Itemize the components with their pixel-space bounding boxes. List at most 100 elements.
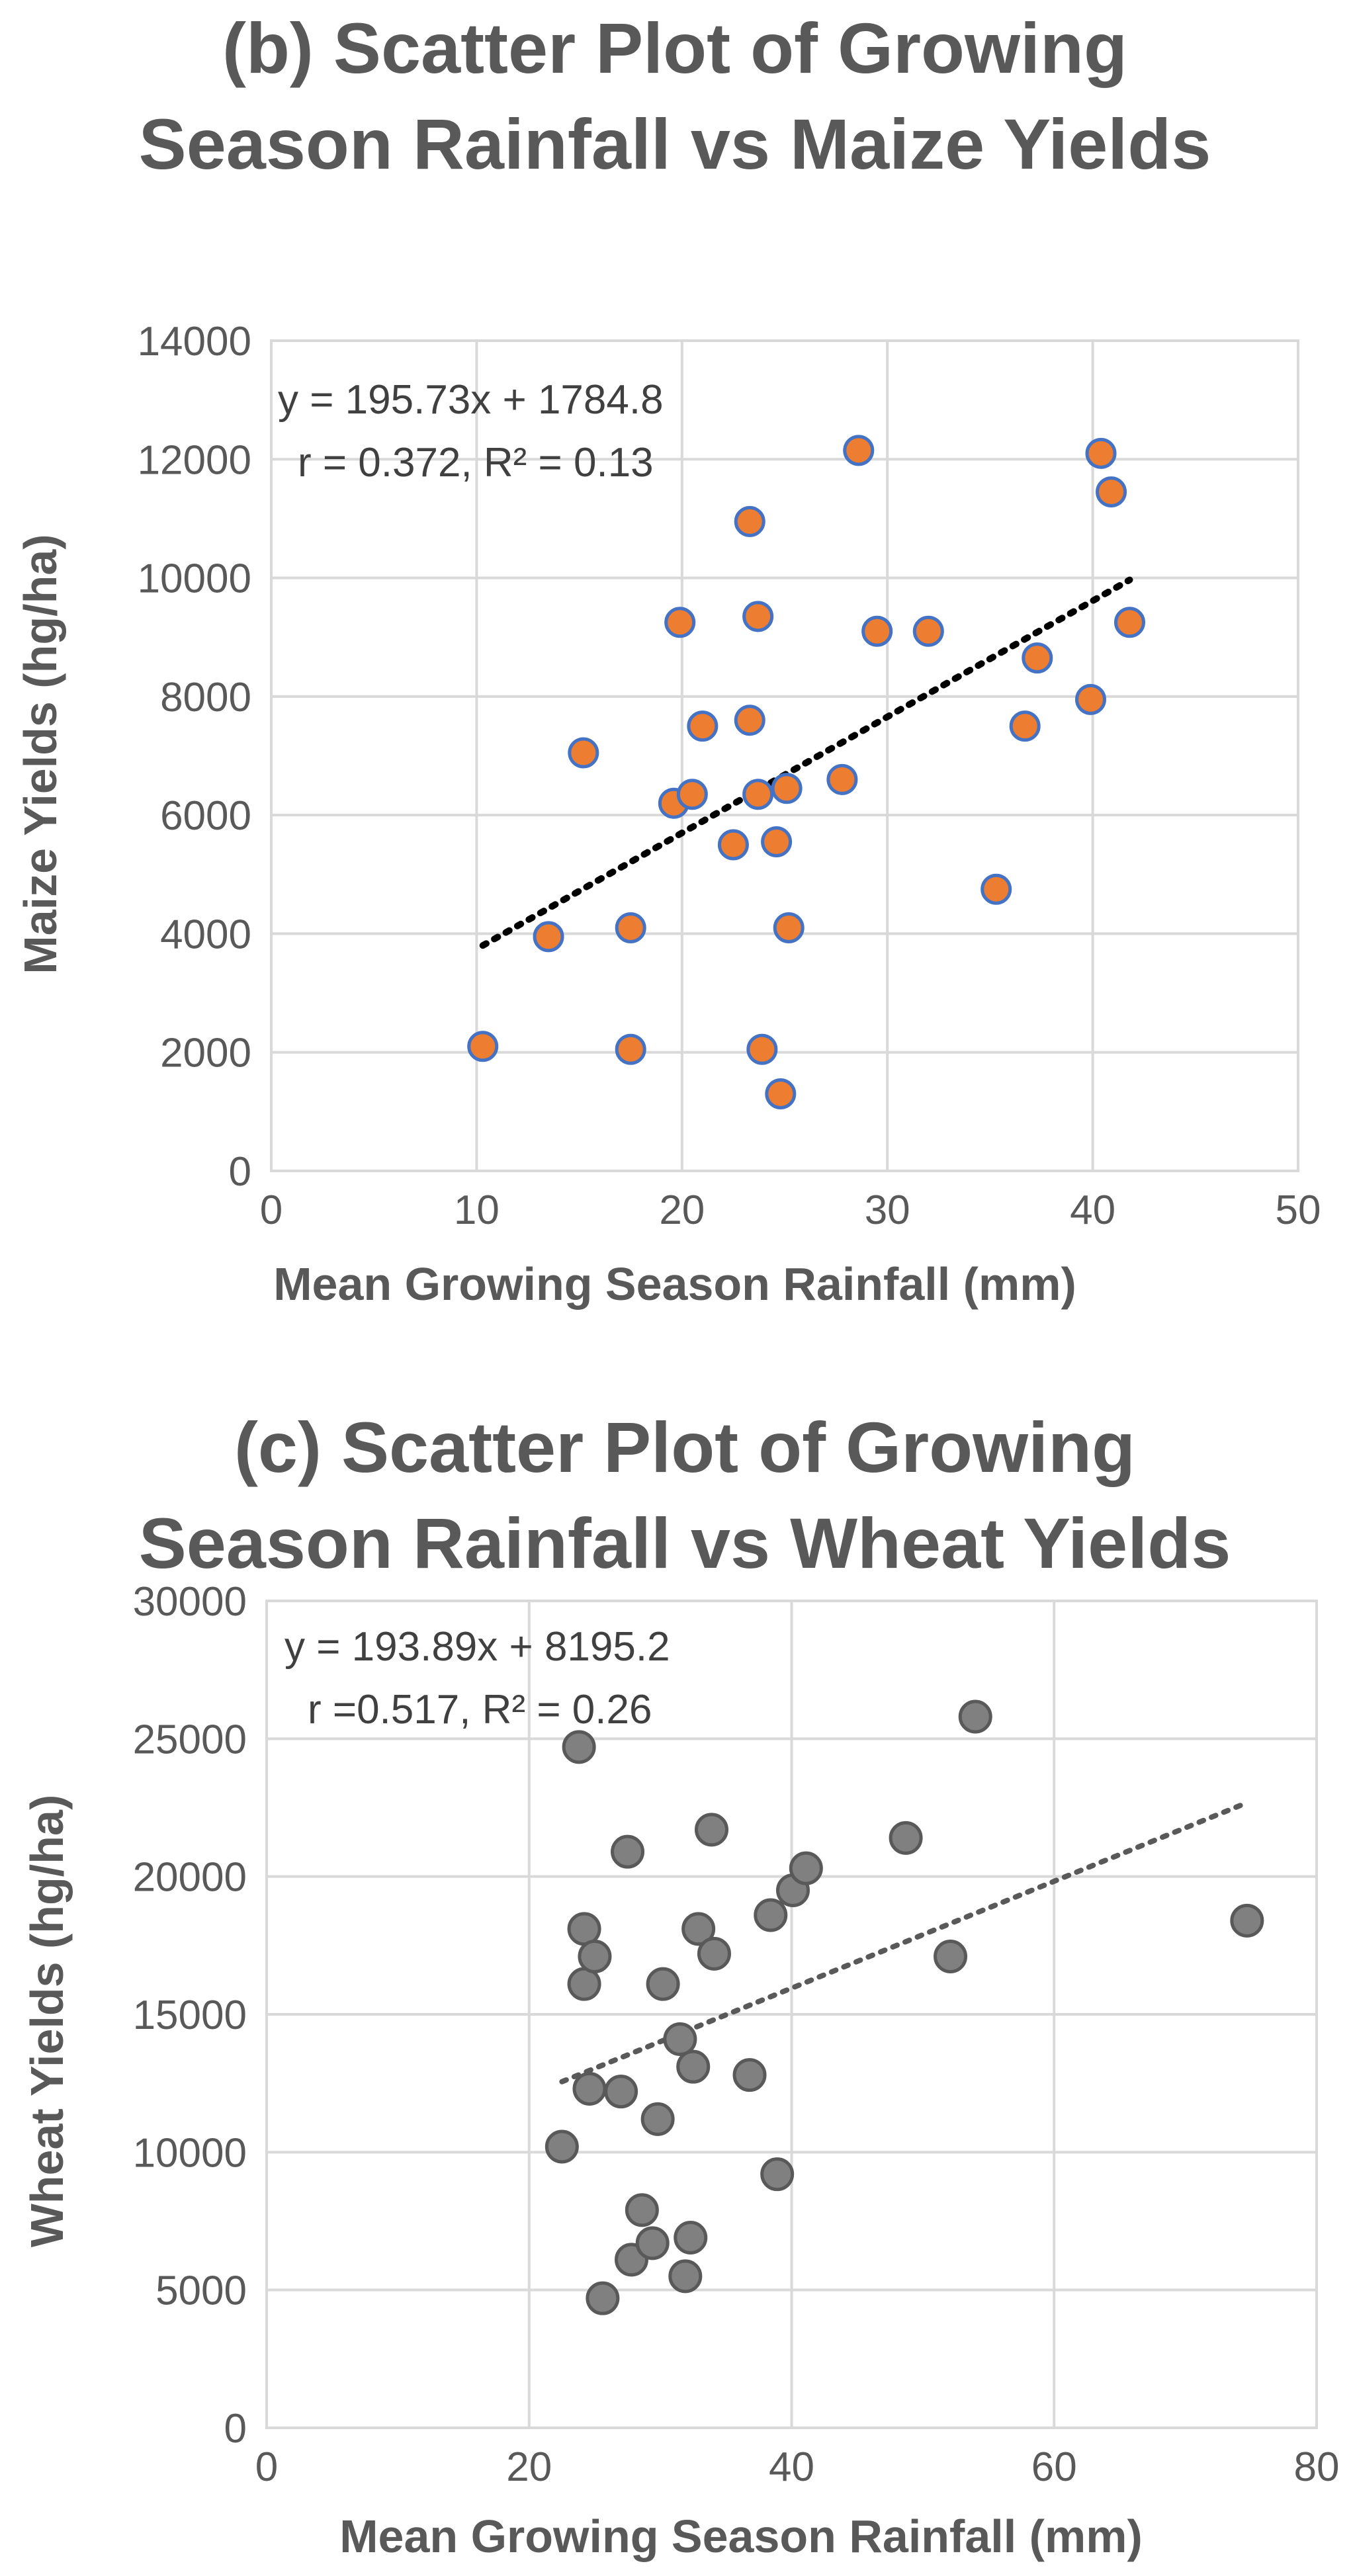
data-point xyxy=(912,615,944,647)
data-point xyxy=(674,2221,708,2254)
x-axis-label: Mean Growing Season Rainfall (mm) xyxy=(273,1258,1076,1310)
equation-line-2: r =0.517, R² = 0.26 xyxy=(308,1687,652,1733)
data-point xyxy=(789,1851,823,1885)
data-point xyxy=(664,607,696,638)
data-point xyxy=(717,829,749,861)
y-tick-label: 30000 xyxy=(133,1579,247,1625)
y-tick-label: 4000 xyxy=(160,912,251,957)
data-point xyxy=(615,912,646,943)
data-point xyxy=(687,710,719,742)
equation-line-1: y = 193.89x + 8195.2 xyxy=(284,1624,670,1670)
data-point xyxy=(604,2075,638,2109)
x-tick-label: 10 xyxy=(454,1187,500,1233)
y-tick-label: 8000 xyxy=(160,675,251,720)
data-point xyxy=(934,1940,968,1973)
data-point xyxy=(467,1031,499,1062)
data-point xyxy=(676,779,708,810)
data-point xyxy=(611,1834,645,1869)
y-tick-label: 12000 xyxy=(138,437,251,483)
x-tick-label: 40 xyxy=(769,2444,814,2490)
data-point xyxy=(646,1967,680,2001)
x-tick-label: 80 xyxy=(1294,2444,1340,2490)
data-point xyxy=(663,2022,697,2056)
data-point xyxy=(771,773,803,804)
data-point xyxy=(958,1699,992,1734)
data-point xyxy=(635,2226,670,2260)
data-point xyxy=(742,779,774,810)
data-point xyxy=(1113,607,1145,638)
y-tick-label: 25000 xyxy=(133,1717,247,1762)
y-axis-label: Maize Yields (hg/ha) xyxy=(15,534,66,974)
data-point xyxy=(572,2072,607,2106)
x-tick-label: 20 xyxy=(659,1187,705,1233)
data-point xyxy=(760,2157,795,2192)
data-point xyxy=(567,1912,601,1946)
y-axis-label: Wheat Yields (hg/ha) xyxy=(21,1795,73,2248)
data-point xyxy=(586,2281,620,2315)
data-point xyxy=(1074,683,1106,715)
y-tick-label: 0 xyxy=(224,2406,247,2452)
data-point xyxy=(681,1912,716,1946)
data-point xyxy=(773,912,805,943)
x-tick-label: 0 xyxy=(255,2444,278,2490)
y-tick-label: 14000 xyxy=(138,319,251,365)
x-tick-label: 20 xyxy=(506,2444,552,2490)
data-point xyxy=(578,1940,612,1973)
equation-line-1: y = 195.73x + 1784.8 xyxy=(278,377,664,423)
data-point xyxy=(694,1813,728,1847)
equation-line-2: r = 0.372, R² = 0.13 xyxy=(298,440,654,486)
y-tick-label: 5000 xyxy=(155,2268,247,2314)
chart-title-line-1: (b) Scatter Plot of Growing xyxy=(222,8,1127,88)
data-point xyxy=(981,873,1012,905)
plot-frame xyxy=(265,1600,1318,2429)
y-tick-label: 6000 xyxy=(160,793,251,839)
data-point xyxy=(567,1967,601,2001)
data-point xyxy=(732,2058,767,2092)
data-point xyxy=(1230,1903,1264,1938)
chart-title-line-2: Season Rainfall vs Maize Yields xyxy=(139,104,1211,184)
data-point xyxy=(826,763,858,795)
y-tick-label: 2000 xyxy=(160,1031,251,1076)
data-point xyxy=(562,1730,596,1764)
data-point xyxy=(765,1078,797,1109)
data-point xyxy=(533,921,564,953)
data-point xyxy=(625,2193,659,2227)
data-point xyxy=(1096,476,1127,508)
wheat-scatter-chart: (c) Scatter Plot of Growing Season Rainf… xyxy=(21,1407,1339,2562)
data-point xyxy=(746,1033,778,1065)
data-point xyxy=(754,1898,788,1932)
x-axis-label: Mean Growing Season Rainfall (mm) xyxy=(339,2511,1143,2562)
maize-scatter-chart: (b) Scatter Plot of Growing Season Rainf… xyxy=(15,8,1321,1310)
data-point xyxy=(742,601,774,632)
y-tick-label: 10000 xyxy=(138,556,251,602)
data-point xyxy=(734,705,765,736)
data-point xyxy=(545,2129,579,2164)
data-point xyxy=(568,737,599,769)
data-point xyxy=(1085,437,1117,469)
y-tick-label: 0 xyxy=(229,1149,251,1195)
x-tick-label: 50 xyxy=(1276,1187,1321,1233)
chart-title-line-2: Season Rainfall vs Wheat Yields xyxy=(139,1503,1231,1583)
data-point xyxy=(697,1936,731,1971)
data-point xyxy=(615,1033,646,1065)
data-point xyxy=(1022,642,1053,674)
data-point xyxy=(1009,710,1041,742)
chart-title-line-1: (c) Scatter Plot of Growing xyxy=(234,1407,1135,1487)
x-tick-label: 30 xyxy=(865,1187,910,1233)
data-point xyxy=(843,435,875,466)
data-point xyxy=(640,2102,675,2136)
trendline xyxy=(479,576,1133,949)
data-point xyxy=(761,826,793,857)
x-tick-label: 0 xyxy=(260,1187,283,1233)
data-point xyxy=(676,2049,711,2084)
data-point xyxy=(889,1821,923,1855)
y-tick-label: 20000 xyxy=(133,1855,247,1901)
plot-frame xyxy=(270,339,1299,1172)
data-point xyxy=(861,615,893,647)
data-point xyxy=(734,505,765,537)
y-tick-label: 10000 xyxy=(133,2130,247,2176)
y-tick-label: 15000 xyxy=(133,1993,247,2038)
x-tick-label: 60 xyxy=(1031,2444,1077,2490)
x-tick-label: 40 xyxy=(1070,1187,1115,1233)
